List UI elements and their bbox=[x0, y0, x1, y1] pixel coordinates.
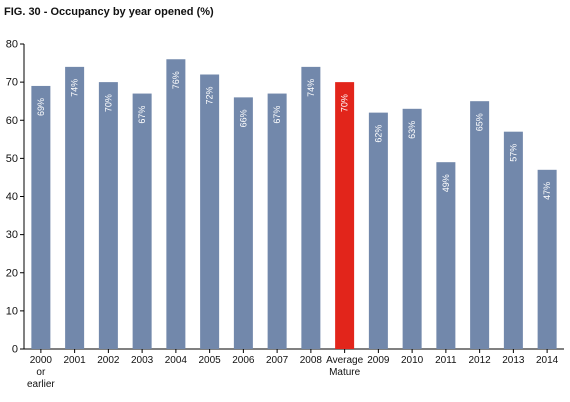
bar-value-label: 57% bbox=[508, 144, 518, 162]
x-tick-label: 2008 bbox=[300, 355, 323, 366]
bar bbox=[301, 66, 321, 349]
bar-value-label: 69% bbox=[36, 98, 46, 116]
x-tick-label: 2010 bbox=[401, 355, 424, 366]
bar-value-label: 70% bbox=[103, 94, 113, 112]
bar bbox=[537, 169, 557, 349]
bar bbox=[200, 74, 220, 349]
bar bbox=[335, 82, 355, 349]
x-tick-label: 2000 or earlier bbox=[27, 355, 55, 390]
bar-value-label: 62% bbox=[373, 125, 383, 143]
bar-value-label: 47% bbox=[542, 182, 552, 200]
bar bbox=[233, 97, 253, 349]
x-tick-label: 2003 bbox=[131, 355, 154, 366]
bar-value-label: 74% bbox=[306, 79, 316, 97]
x-tick-label: 2009 bbox=[367, 355, 390, 366]
y-tick-label: 80 bbox=[6, 39, 18, 51]
y-tick-label: 50 bbox=[6, 153, 18, 165]
bar bbox=[368, 112, 388, 349]
y-tick-label: 60 bbox=[6, 115, 18, 127]
bar-value-label: 67% bbox=[137, 106, 147, 124]
y-tick-label: 0 bbox=[12, 344, 18, 356]
bar-value-label: 67% bbox=[272, 106, 282, 124]
x-tick-label: 2006 bbox=[232, 355, 255, 366]
bar-value-label: 63% bbox=[407, 121, 417, 139]
bar-value-label: 70% bbox=[340, 94, 350, 112]
x-tick-label: 2001 bbox=[64, 355, 87, 366]
bar bbox=[267, 93, 287, 349]
bar-value-label: 76% bbox=[171, 71, 181, 89]
bar-value-label: 49% bbox=[441, 174, 451, 192]
x-tick-label: 2014 bbox=[536, 355, 559, 366]
bar-value-label: 72% bbox=[205, 87, 215, 105]
x-tick-label: 2005 bbox=[199, 355, 222, 366]
y-tick-label: 10 bbox=[6, 305, 18, 317]
bar-value-label: 66% bbox=[238, 109, 248, 127]
bar-value-label: 74% bbox=[70, 79, 80, 97]
bar bbox=[470, 101, 490, 349]
bar bbox=[31, 85, 51, 349]
x-tick-label: 2007 bbox=[266, 355, 289, 366]
bar bbox=[503, 131, 523, 349]
bar bbox=[402, 108, 422, 349]
bar bbox=[98, 82, 118, 349]
y-tick-label: 70 bbox=[6, 77, 18, 89]
bar-value-label: 65% bbox=[475, 113, 485, 131]
x-tick-label: 2002 bbox=[97, 355, 120, 366]
y-tick-label: 40 bbox=[6, 191, 18, 203]
x-tick-label: 2013 bbox=[502, 355, 525, 366]
x-tick-label: Average Mature bbox=[326, 355, 364, 378]
x-tick-label: 2011 bbox=[435, 355, 457, 366]
y-tick-label: 30 bbox=[6, 229, 18, 241]
x-tick-label: 2012 bbox=[469, 355, 492, 366]
chart-title: FIG. 30 - Occupancy by year opened (%) bbox=[4, 6, 214, 18]
x-tick-label: 2004 bbox=[165, 355, 188, 366]
bar bbox=[65, 66, 85, 349]
y-tick-label: 20 bbox=[6, 267, 18, 279]
bar bbox=[132, 93, 152, 349]
bar bbox=[166, 59, 186, 349]
bar bbox=[436, 162, 456, 349]
